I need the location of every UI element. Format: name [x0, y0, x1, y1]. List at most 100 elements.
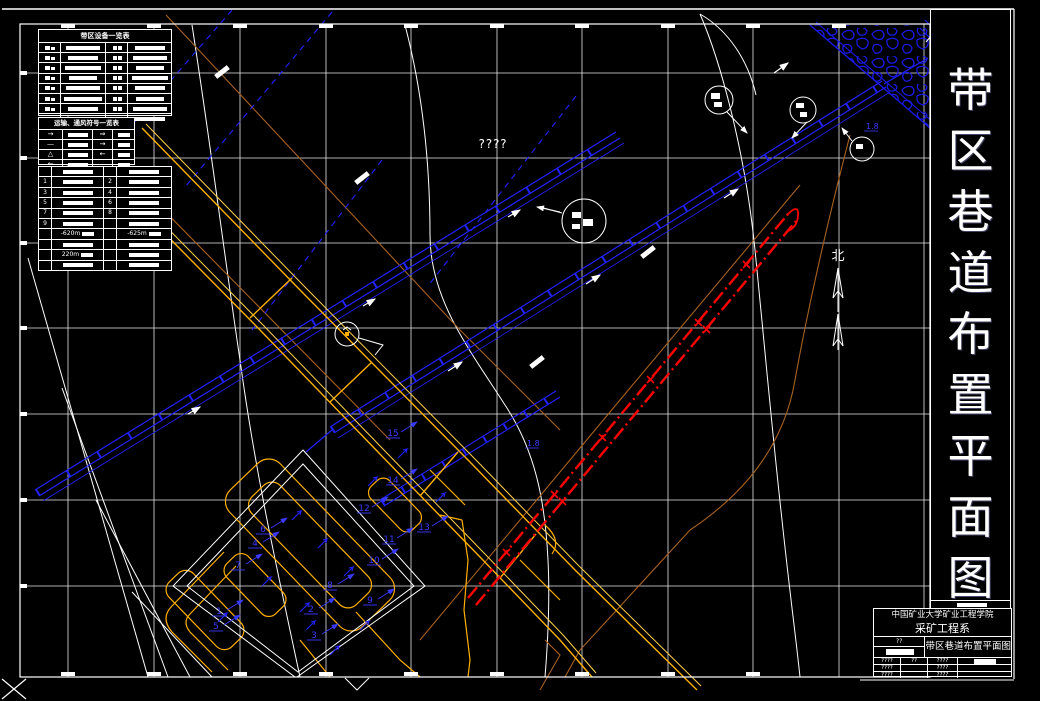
tunnel-number-label: 4 — [252, 539, 258, 549]
title-block-row: ???????? — [874, 672, 1011, 678]
equipment-icon — [39, 93, 61, 104]
belt-conveyor-roadway-lower — [34, 131, 625, 502]
equipment-icon — [39, 73, 61, 83]
equipment-icon — [39, 53, 61, 63]
side-title-char: 道 — [947, 248, 994, 299]
seam-label: 1.8 — [527, 439, 540, 448]
index-legend-row: 7 8 — [39, 208, 171, 220]
equipment-legend-row — [39, 63, 171, 74]
tunnel-number-label: 9 — [367, 596, 373, 606]
equipment-legend-row — [39, 43, 171, 54]
signature-cell: ?? — [874, 637, 926, 657]
equipment-legend-row — [39, 93, 171, 105]
title-block-cell: ???? — [874, 658, 901, 664]
north-arrow: 北 — [831, 249, 845, 350]
ventilation-symbol-icon: ⇒ — [93, 130, 113, 139]
tunnel-number-label: 12 — [358, 504, 369, 514]
index-legend-row: 9 — [39, 219, 171, 230]
tunnel-number-label: 13 — [418, 523, 429, 533]
index-legend-row — [39, 167, 171, 178]
title-block-cell: ???? — [874, 672, 901, 678]
ventilation-symbol-icon: → — [93, 140, 113, 149]
equipment-icon — [106, 83, 128, 93]
equipment-legend-row — [39, 53, 171, 64]
tunnel-number-label: 6 — [260, 525, 266, 535]
title-block-cell: ???? — [874, 665, 901, 671]
tunnel-number-label: 2 — [308, 605, 314, 615]
index-legend-row: 220m — [39, 250, 171, 261]
equipment-legend-table: 带区设备一览表 — [38, 29, 172, 124]
index-legend-row: 3 4 — [39, 187, 171, 199]
geological-contours — [27, 13, 801, 678]
frame-ticks — [20, 24, 846, 676]
side-title-char: 图 — [947, 553, 994, 604]
tunnel-number-label: 11 — [383, 535, 394, 545]
shaft-bottom-network — [165, 458, 561, 678]
index-legend-row — [39, 239, 171, 251]
title-block-cell — [901, 672, 928, 678]
equipment-icon — [39, 63, 61, 73]
equipment-legend-title: 带区设备一览表 — [39, 30, 171, 43]
tunnel-number-label: 10 — [368, 556, 380, 566]
ventilation-symbol-icon: ← — [93, 150, 113, 159]
tunnel-number-label: 7 — [235, 561, 241, 571]
symbols-legend-title: 运输、通风符号一览表 — [39, 118, 134, 130]
title-block-row: ???????? — [874, 665, 1011, 672]
equipment-legend-row — [39, 73, 171, 84]
side-title-char: 面 — [947, 492, 994, 543]
equipment-icon — [39, 43, 61, 53]
main-incline-tunnels — [117, 123, 702, 691]
title-block-cell — [958, 658, 1011, 664]
equipment-icon — [106, 63, 128, 73]
tunnel-number-label: 15 — [387, 429, 398, 439]
seam-label: 1.8 — [866, 122, 879, 131]
symbol-legend-row: → ⇒ — [39, 130, 134, 140]
side-title-char: 带 — [947, 65, 994, 116]
equipment-icon — [106, 73, 128, 83]
equipment-icon — [106, 53, 128, 63]
tunnel-number-label: 3 — [311, 631, 317, 641]
side-title-char: 布 — [947, 309, 994, 360]
equipment-icon — [106, 104, 128, 114]
tunnel-number-label: 8 — [327, 581, 333, 591]
side-title-char: 置 — [947, 370, 994, 421]
symbol-legend-row: ← — [39, 160, 134, 169]
equipment-legend-row — [39, 83, 171, 94]
title-block-cell: ???? — [928, 672, 958, 678]
ventilation-symbol-icon — [93, 160, 113, 169]
drawing-title: 带区巷道布置平面图 — [925, 641, 1011, 652]
index-legend-row: 1 2 — [39, 177, 171, 188]
signature-label: ?? — [874, 637, 925, 647]
return-incline-red — [467, 208, 799, 606]
side-title-char: 区 — [947, 126, 994, 177]
side-title-column: 带 区 巷 道 布 置 平 面 图 — [930, 9, 1011, 608]
side-title-char: 巷 — [947, 187, 994, 238]
symbol-legend-row: — → — [39, 140, 134, 150]
tunnel-number-label: 5 — [213, 622, 219, 632]
title-block-row: ?????????? — [874, 658, 1011, 665]
title-block-cell: ???? — [928, 665, 958, 671]
equipment-icon — [106, 43, 128, 53]
equipment-icon — [106, 93, 128, 104]
equipment-callouts — [334, 85, 875, 356]
index-legend-table: 1 2 3 4 5 6 7 8 9 -620m -625m 220m — [38, 166, 172, 271]
transport-symbol-icon: △ — [39, 150, 63, 159]
title-block-cell — [901, 665, 928, 671]
flow-direction-arrows — [187, 62, 789, 415]
title-block-detail-rows: ?????????????????????????? — [874, 658, 1011, 678]
tunnel-number-label: 1 — [216, 607, 222, 617]
title-block-cell: ???? — [928, 658, 958, 664]
belt-conveyor-roadway-upper — [305, 57, 929, 453]
equipment-icon — [39, 104, 61, 114]
unknown-text-label: ???? — [478, 137, 507, 151]
department-name: 采矿工程系 — [874, 622, 1011, 637]
title-block-cell: ?? — [901, 658, 928, 664]
index-legend-row — [39, 260, 171, 271]
station-bars — [214, 65, 656, 369]
north-label: 北 — [831, 249, 844, 264]
title-block-cell — [958, 665, 1011, 671]
equipment-icon — [39, 83, 61, 93]
transport-symbol-icon: → — [39, 130, 63, 139]
